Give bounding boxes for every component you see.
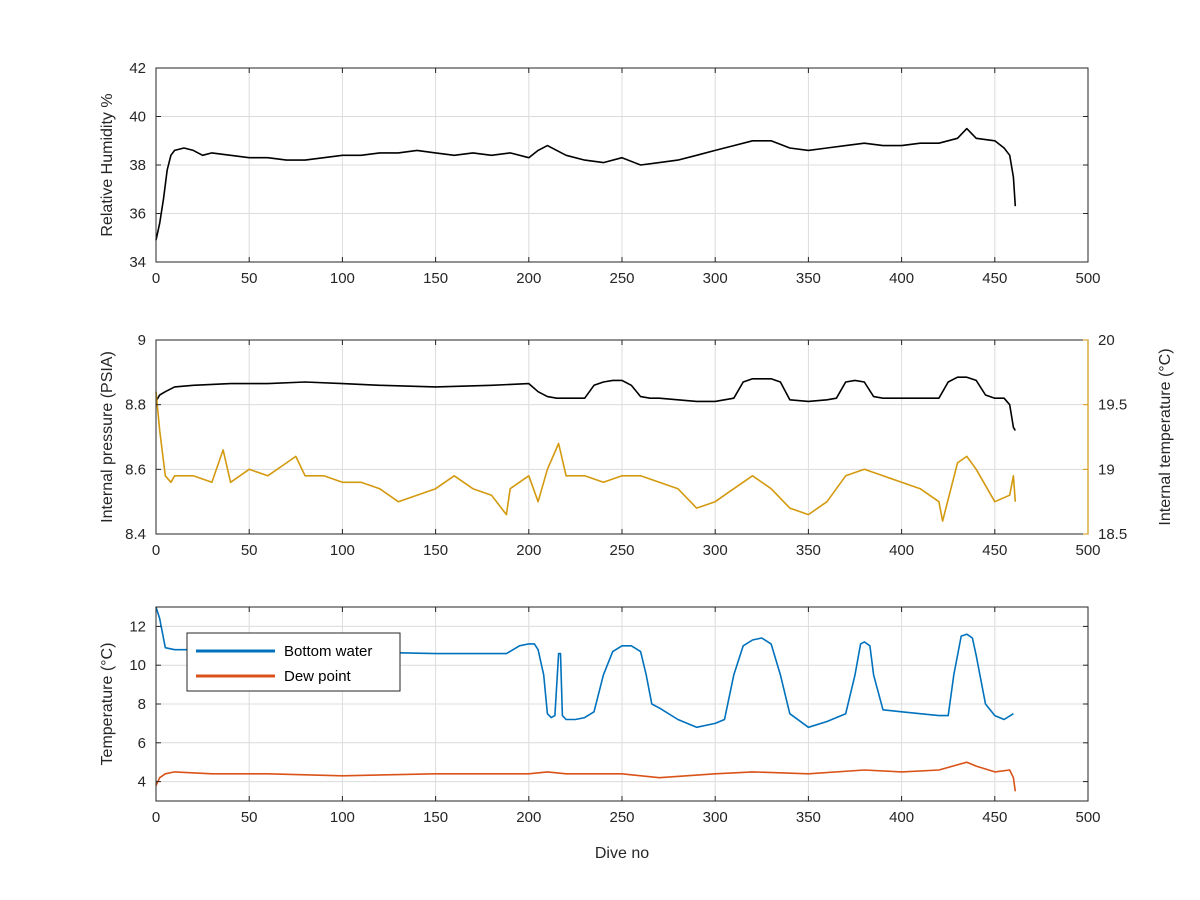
y-tick-label: 38	[129, 157, 146, 174]
y-axis-label: Internal pressure (PSIA)	[99, 351, 116, 523]
legend-box	[186, 632, 401, 692]
x-tick-label: 200	[516, 809, 541, 826]
x-tick-label: 500	[1075, 809, 1100, 826]
y-tick-label: 10	[129, 657, 146, 674]
series-line-bottom-water	[155, 606, 1014, 729]
x-tick-label: 350	[796, 542, 821, 559]
x-tick-label: 0	[152, 809, 160, 826]
chart-panel-1: 0 50 100 150 200 250 300 350 400 450 500 34 36 38 40 42…	[99, 60, 1101, 287]
y-tick-label: 12	[129, 618, 146, 635]
y-tick-label: 6	[138, 735, 146, 752]
y-tick-label: 40	[129, 109, 146, 126]
y-tick-label: 8.6	[125, 461, 146, 478]
x-tick-label: 150	[423, 542, 448, 559]
x-tick-label: 200	[516, 542, 541, 559]
x-tick-label: 150	[423, 809, 448, 826]
x-tick-label: 450	[982, 809, 1007, 826]
x-tick-label: 350	[796, 809, 821, 826]
x-tick-label: 300	[703, 542, 728, 559]
right-y-tick-label: 19.5	[1098, 397, 1127, 414]
x-tick-label: 100	[330, 809, 355, 826]
x-tick-label: 500	[1075, 542, 1100, 559]
x-tick-label: 400	[889, 809, 914, 826]
y-tick-label: 4	[138, 774, 146, 791]
x-tick-label: 100	[330, 270, 355, 287]
right-y-tick-label: 20	[1098, 332, 1115, 349]
y-axis-label: Relative Humidity %	[99, 93, 116, 236]
y-tick-label: 8	[138, 696, 146, 713]
x-tick-label: 50	[241, 809, 258, 826]
x-tick-label: 100	[330, 542, 355, 559]
legend-entry: Dew point	[284, 668, 352, 685]
x-tick-label: 50	[241, 270, 258, 287]
x-tick-label: 350	[796, 270, 821, 287]
x-tick-label: 250	[609, 809, 634, 826]
series-line-1	[155, 127, 1017, 241]
x-tick-label: 400	[889, 542, 914, 559]
x-tick-label: 300	[703, 270, 728, 287]
x-tick-label: 250	[609, 270, 634, 287]
x-tick-label: 500	[1075, 270, 1100, 287]
y-axis-label: Temperature (°C)	[99, 643, 116, 766]
x-tick-label: 400	[889, 270, 914, 287]
chart-panel-3: 0 50 100 150 200 250 300 350 400 450 500 4 6 8 10 12 Tem…	[99, 606, 1101, 862]
x-axis-label: Dive no	[595, 845, 649, 862]
series-line-dew-point	[155, 761, 1017, 792]
x-tick-label: 450	[982, 270, 1007, 287]
y-tick-label: 8.4	[125, 526, 146, 543]
x-tick-label: 200	[516, 270, 541, 287]
x-tick-label: 300	[703, 809, 728, 826]
series-line-2	[155, 391, 1017, 522]
series-line-1	[155, 376, 1016, 431]
legend-entry: Bottom water	[284, 643, 372, 660]
x-tick-label: 0	[152, 270, 160, 287]
x-tick-label: 0	[152, 542, 160, 559]
x-tick-label: 150	[423, 270, 448, 287]
y-tick-label: 36	[129, 206, 146, 223]
right-y-axis-label: Internal temperature (°C)	[1157, 348, 1174, 525]
y-tick-label: 9	[138, 332, 146, 349]
y-tick-label: 8.8	[125, 397, 146, 414]
y-tick-label: 34	[129, 254, 146, 271]
x-tick-label: 450	[982, 542, 1007, 559]
right-y-tick-label: 19	[1098, 461, 1115, 478]
x-tick-label: 50	[241, 542, 258, 559]
chart-panel-2: 0 50 100 150 200 250 300 350 400 450 500 8.4 8.6 8.8 9…	[99, 332, 1174, 559]
x-tick-label: 250	[609, 542, 634, 559]
right-y-tick-label: 18.5	[1098, 526, 1127, 543]
y-tick-label: 42	[129, 60, 146, 77]
